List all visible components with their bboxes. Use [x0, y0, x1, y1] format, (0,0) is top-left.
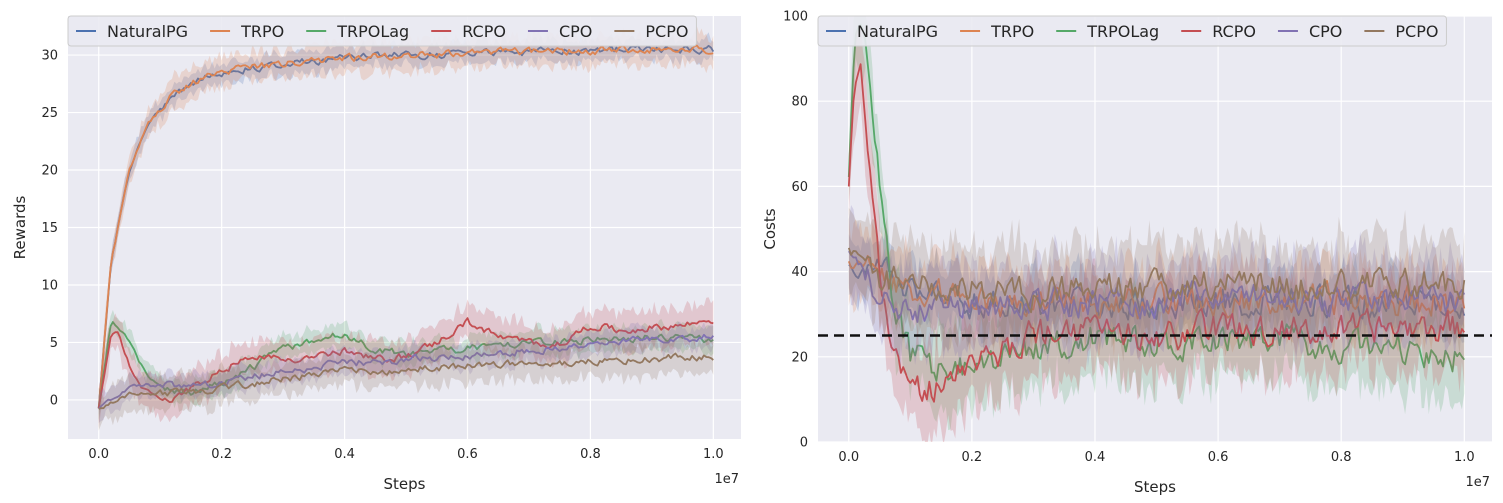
legend-item-naturalpg: NaturalPG — [76, 22, 188, 41]
plot-area — [847, 16, 1466, 442]
y-tick-label: 30 — [41, 49, 58, 64]
legend-label: CPO — [559, 22, 592, 41]
series-band-cpo — [98, 321, 714, 423]
series-line-pcpo — [847, 247, 1466, 314]
x-tick-label: 0.4 — [1085, 450, 1106, 465]
series-band-rcpo — [848, 26, 1465, 442]
legend-label: NaturalPG — [107, 22, 188, 41]
series-line-rcpo — [847, 63, 1466, 403]
legend-item-trpolag: TRPOLag — [306, 22, 409, 41]
x-tick-label: 0.2 — [211, 447, 232, 462]
legend: NaturalPG TRPO TRPOLag RCPO CPO PCPO — [817, 15, 1447, 47]
series-band-cpo — [848, 205, 1465, 368]
legend-item-naturalpg: NaturalPG — [826, 22, 938, 41]
legend-label: TRPOLag — [336, 22, 409, 41]
legend-label: RCPO — [1212, 22, 1256, 41]
series-line-naturalpg — [97, 44, 715, 408]
series-band-rcpo — [98, 297, 714, 428]
legend-label: PCPO — [645, 22, 688, 41]
legend-label: TRPOLag — [1086, 22, 1159, 41]
x-tick-label: 1.0 — [703, 447, 724, 462]
y-axis-label: Costs — [761, 208, 779, 249]
series-line-trpo — [97, 44, 714, 409]
legend-item-trpo: TRPO — [210, 22, 284, 41]
y-tick-label: 80 — [791, 95, 808, 110]
x-tick-label: 0.8 — [1331, 450, 1352, 465]
y-tick-label: 100 — [783, 10, 808, 25]
series-line-pcpo — [98, 352, 714, 410]
legend-item-cpo: CPO — [527, 22, 592, 41]
series-band-naturalpg — [848, 226, 1465, 353]
legend-item-cpo: CPO — [1277, 22, 1342, 41]
y-tick-label: 60 — [791, 180, 808, 195]
legend-item-rcpo: RCPO — [431, 22, 506, 41]
series-line-cpo — [98, 333, 715, 410]
x-tick-label: 1.0 — [1454, 450, 1475, 465]
series-band-pcpo — [848, 207, 1465, 362]
legend-item-pcpo: PCPO — [1364, 22, 1438, 41]
y-axis-label: Rewards — [11, 195, 29, 259]
legend-item-rcpo: RCPO — [1181, 22, 1256, 41]
chart-panel-costs: 0.0 0.2 0.4 0.6 0.8 1.0 0 20 40 60 80 100 1e7 Steps Co… — [761, 10, 1492, 496]
y-tick-label: 20 — [41, 164, 58, 179]
legend-label: RCPO — [462, 22, 506, 41]
x-axis-label: Steps — [384, 475, 426, 493]
legend-box — [817, 15, 1447, 47]
plot-background — [818, 16, 1492, 442]
legend-label: CPO — [1309, 22, 1342, 41]
y-tick-label: 20 — [791, 350, 808, 365]
legend-box — [67, 15, 697, 47]
legend-label: TRPO — [240, 22, 284, 41]
legend-item-trpo: TRPO — [960, 22, 1034, 41]
legend-label: NaturalPG — [857, 22, 938, 41]
legend-item-pcpo: PCPO — [614, 22, 688, 41]
series-band-trpolag — [848, 16, 1465, 431]
y-tick-label: 10 — [41, 278, 58, 293]
x-tick-label: 0.0 — [838, 450, 859, 465]
y-tick-label: 15 — [41, 221, 58, 236]
y-tick-label: 5 — [50, 336, 58, 351]
series-line-trpo — [847, 254, 1466, 320]
x-tick-label: 0.2 — [962, 450, 983, 465]
y-tick-label: 40 — [791, 265, 808, 280]
legend-item-trpolag: TRPOLag — [1056, 22, 1159, 41]
x-tick-label: 0.4 — [334, 447, 355, 462]
x-tick-label: 0.0 — [88, 447, 109, 462]
plot-area — [97, 26, 715, 431]
y-tick-label: 25 — [41, 106, 58, 121]
x-axis-label: Steps — [1134, 478, 1176, 496]
legend-label: TRPO — [990, 22, 1034, 41]
series-line-cpo — [848, 250, 1466, 323]
x-offset-label: 1e7 — [714, 472, 739, 487]
x-tick-label: 0.8 — [580, 447, 601, 462]
legend-label: PCPO — [1395, 22, 1438, 41]
y-tick-label: 0 — [50, 393, 58, 408]
legend: NaturalPG TRPO TRPOLag RCPO CPO PCPO — [67, 15, 697, 47]
x-tick-label: 0.6 — [1208, 450, 1229, 465]
y-tick-label: 0 — [800, 436, 808, 451]
x-tick-label: 0.6 — [457, 447, 478, 462]
series-band-trpolag — [98, 309, 714, 420]
series-line-trpolag — [97, 321, 714, 409]
series-band-pcpo — [98, 334, 714, 431]
x-offset-label: 1e7 — [1465, 475, 1490, 490]
chart-panel-rewards: 0.0 0.2 0.4 0.6 0.8 1.0 0 5 10 15 20 25 30 1e7 Steps Re… — [11, 15, 741, 493]
